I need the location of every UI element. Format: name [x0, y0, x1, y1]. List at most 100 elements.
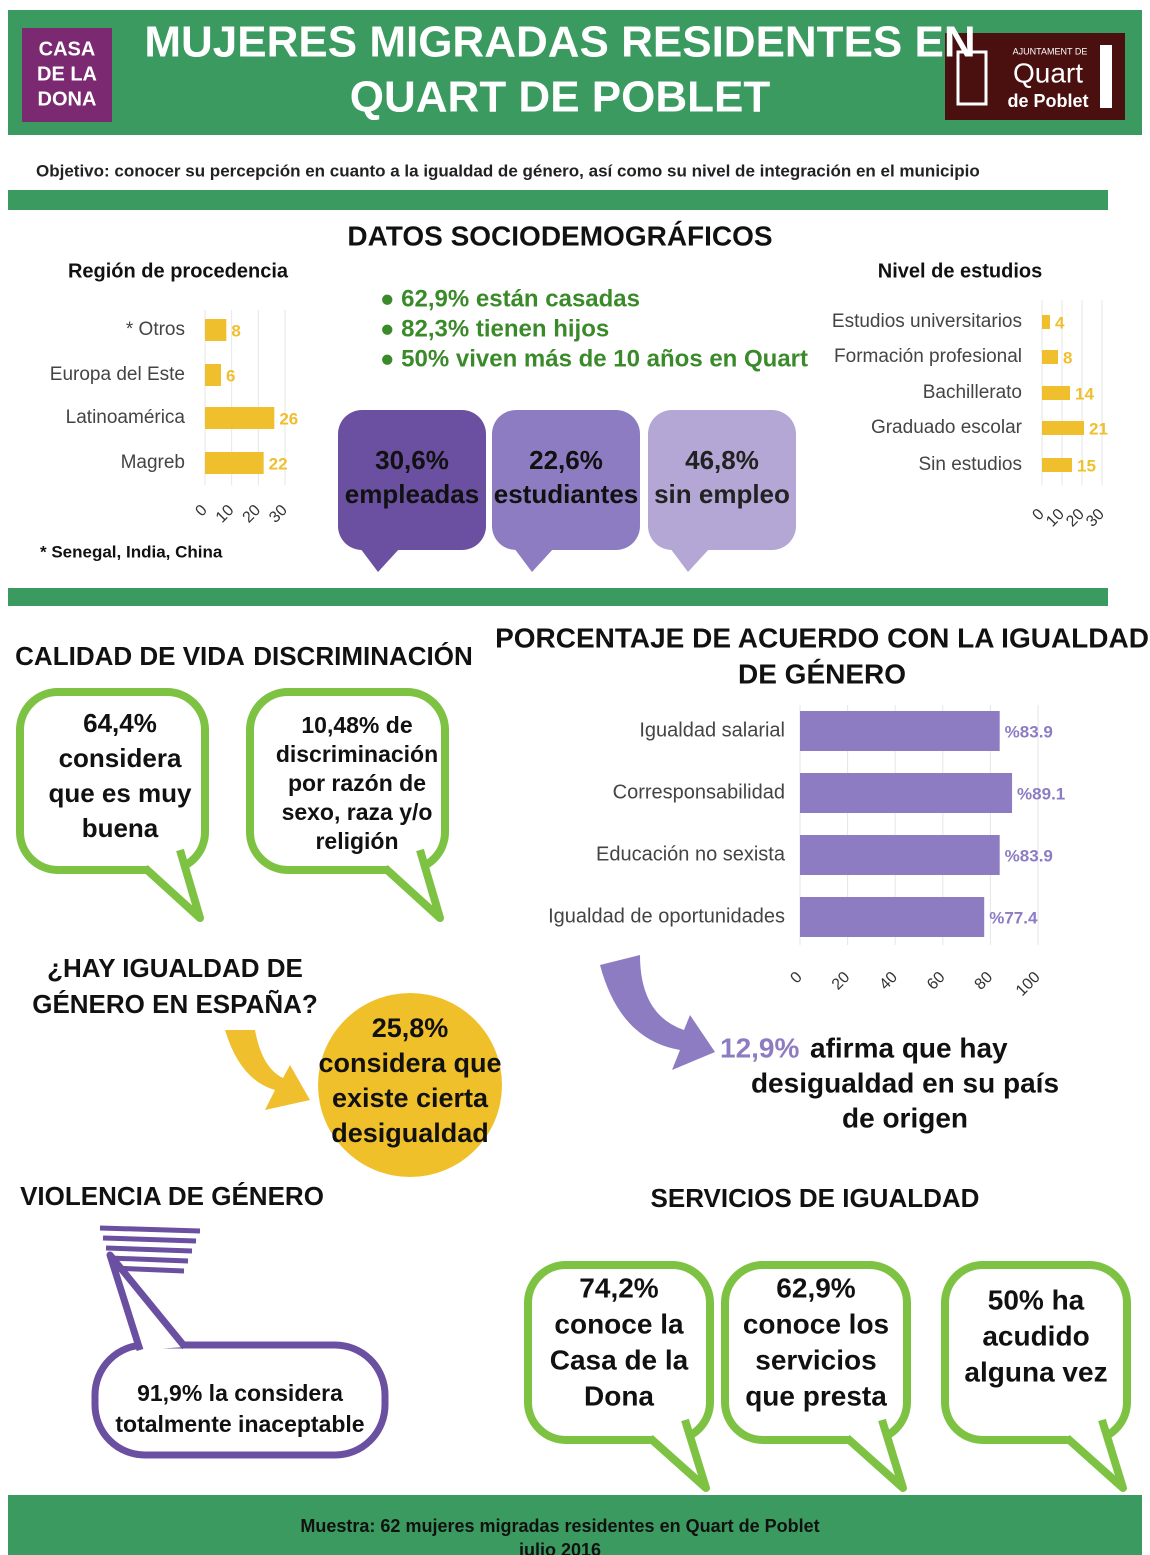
y-tick-label: Formación profesional	[834, 346, 1022, 367]
value-label: 4	[1055, 313, 1065, 332]
page-title: MUJERES MIGRADAS RESIDENTES EN	[144, 18, 975, 67]
bubble-text: conoce la	[554, 1308, 684, 1339]
bubble-text: totalmente inaceptable	[115, 1411, 364, 1437]
bullet: ● 50% viven más de 10 años en Quart	[380, 345, 808, 372]
y-tick-label: Estudios universitarios	[832, 311, 1022, 332]
origin-text: desigualdad en su país	[751, 1067, 1059, 1098]
scribble	[108, 1255, 189, 1264]
value-label: 22	[269, 454, 288, 473]
x-tick-label: 30	[1083, 506, 1108, 531]
y-tick-label: Bachillerato	[923, 382, 1022, 403]
bubble-text: 91,9% la considera	[137, 1380, 343, 1406]
x-tick-label: 30	[266, 502, 291, 527]
origin-percent: 12,9%	[720, 1032, 799, 1063]
value-label: 26	[279, 409, 298, 428]
bubble-text: 10,48% de	[301, 712, 412, 738]
objective: Objetivo: conocer su percepción en cuant…	[36, 161, 980, 180]
bubble-tail	[670, 548, 710, 572]
bubble-tail	[142, 848, 204, 922]
logo-left	[22, 28, 112, 122]
bar	[800, 773, 1013, 813]
section-title: GÉNERO EN ESPAÑA?	[32, 989, 318, 1019]
scribble	[102, 1235, 197, 1244]
bubble-text: Casa de la	[550, 1344, 689, 1375]
stat-text: estudiantes	[494, 479, 639, 509]
bubble-text: acudido	[982, 1320, 1089, 1351]
x-tick-label: 40	[876, 969, 901, 994]
logo-text: DE LA	[37, 63, 97, 85]
x-tick-label: 10	[213, 502, 238, 527]
scribble	[105, 1245, 193, 1254]
section-title: CALIDAD DE VIDA	[15, 641, 245, 671]
bubble-tail	[106, 1251, 188, 1352]
chart-title: Región de procedencia	[68, 260, 289, 282]
arrow	[600, 955, 715, 1070]
bubble-text: discriminación	[276, 741, 438, 767]
note: * Senegal, India, China	[40, 542, 223, 561]
y-tick-label: Igualdad salarial	[639, 719, 785, 741]
footer-text: Muestra: 62 mujeres migradas residentes …	[300, 1516, 819, 1536]
circle-text: 25,8%	[372, 1013, 449, 1043]
x-tick-label: 20	[240, 502, 265, 527]
bullet: ● 82,3% tienen hijos	[380, 315, 609, 342]
bubble-tail	[844, 1418, 907, 1492]
y-tick-label: Corresponsabilidad	[613, 781, 785, 803]
stat-bubble	[492, 410, 640, 550]
y-tick-label: * Otros	[126, 319, 185, 340]
circle-text: existe cierta	[332, 1083, 489, 1113]
value-label: 8	[231, 321, 240, 340]
section-title: ¿HAY IGUALDAD DE	[47, 953, 303, 983]
bubble-tail	[360, 548, 400, 572]
footer-band	[8, 1495, 1142, 1555]
bubble-text: 74,2%	[579, 1272, 658, 1303]
bar	[800, 897, 985, 937]
value-label: %77.4	[989, 908, 1038, 927]
bubble-text: que es muy	[48, 778, 192, 808]
bubble-text: por razón de	[288, 770, 426, 796]
bubble-text: considera	[59, 743, 182, 773]
bubble-text: sexo, raza y/o	[282, 799, 433, 825]
bar	[205, 364, 221, 386]
bubble-tail	[1064, 1418, 1127, 1492]
y-tick-label: Educación no sexista	[596, 843, 786, 865]
value-label: 8	[1063, 348, 1072, 367]
section-title: DATOS SOCIODEMOGRÁFICOS	[347, 220, 772, 251]
bubble-tail	[514, 548, 554, 572]
y-tick-label: Sin estudios	[918, 454, 1022, 475]
section-title: SERVICIOS DE IGUALDAD	[651, 1183, 980, 1213]
bubble-text: servicios	[755, 1344, 876, 1375]
bubble-text: religión	[315, 828, 398, 854]
stat-circle	[318, 993, 502, 1177]
bar	[1042, 386, 1070, 400]
logo-text: AJUNTAMENT DE	[1013, 46, 1088, 56]
bar	[205, 452, 264, 474]
footer-text: julio 2016	[518, 1540, 601, 1555]
bar	[800, 711, 1000, 751]
bubble-tail	[382, 848, 444, 922]
bubble-text: buena	[82, 813, 159, 843]
bar	[1042, 315, 1050, 329]
logo-text: de Poblet	[1007, 91, 1088, 111]
bar	[205, 319, 227, 341]
section-title: DISCRIMINACIÓN	[253, 641, 473, 671]
speech-bubble	[524, 1261, 714, 1444]
value-label: 14	[1075, 384, 1094, 403]
x-tick-label: 20	[829, 969, 854, 994]
stat-bubble	[338, 410, 486, 550]
bar	[1042, 421, 1084, 435]
bubble-text: Dona	[584, 1380, 654, 1411]
chart-title: PORCENTAJE DE ACUERDO CON LA IGUALDAD	[495, 622, 1149, 653]
page-title: QUART DE POBLET	[350, 73, 771, 122]
y-tick-label: Magreb	[121, 452, 185, 473]
bar	[1042, 350, 1058, 364]
scribble	[99, 1225, 201, 1234]
value-label: %83.9	[1005, 722, 1053, 741]
stat-text: 46,8%	[685, 445, 759, 475]
bullet: ● 62,9% están casadas	[380, 285, 640, 312]
circle-text: desigualdad	[331, 1118, 489, 1148]
logo-text: Quart	[1013, 57, 1083, 88]
x-tick-label: 0	[192, 502, 210, 520]
x-tick-label: 100	[1013, 969, 1044, 1000]
stat-text: 22,6%	[529, 445, 603, 475]
y-tick-label: Igualdad de oportunidades	[548, 905, 785, 927]
